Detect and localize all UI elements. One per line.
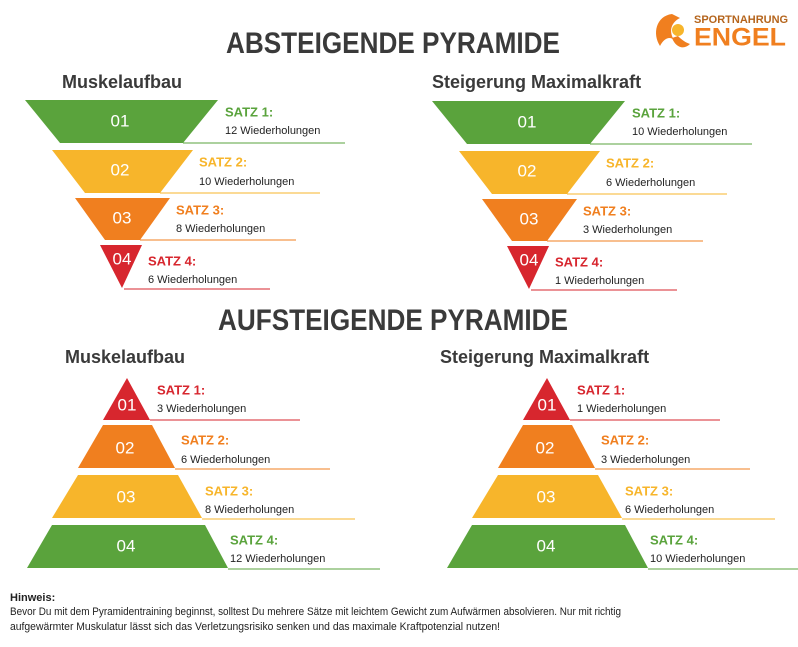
- pyramid-step: [482, 199, 577, 241]
- pyramid-step: [78, 425, 175, 468]
- step-number: 02: [536, 438, 555, 457]
- step-reps: 10 Wiederholungen: [650, 553, 745, 565]
- step-number: 04: [520, 250, 539, 269]
- step-label: SATZ 3:: [176, 202, 224, 217]
- step-number: 03: [113, 208, 132, 227]
- step-label: SATZ 1:: [157, 382, 205, 397]
- step-number: 01: [518, 112, 537, 131]
- pyramid-step: [75, 198, 170, 240]
- step-reps: 8 Wiederholungen: [205, 504, 294, 516]
- step-label: SATZ 2:: [181, 432, 229, 447]
- pyramid-step: [459, 151, 600, 194]
- step-number: 01: [111, 111, 130, 130]
- pyramid-title: Muskelaufbau: [62, 72, 182, 92]
- pyramid-step: [52, 150, 193, 193]
- step-number: 02: [518, 161, 537, 180]
- logo-top: SPORTNAHRUNG: [694, 14, 788, 26]
- step-number: 02: [111, 160, 130, 179]
- pyramid-step: [498, 425, 595, 468]
- step-label: SATZ 3:: [583, 203, 631, 218]
- step-reps: 1 Wiederholungen: [577, 403, 666, 415]
- step-label: SATZ 4:: [650, 532, 698, 547]
- section-title: AUFSTEIGENDE PYRAMIDE: [218, 304, 568, 337]
- step-number: 01: [538, 395, 557, 414]
- step-reps: 12 Wiederholungen: [230, 553, 325, 565]
- logo-name: ENGEL: [694, 24, 786, 52]
- step-label: SATZ 4:: [230, 532, 278, 547]
- step-number: 03: [520, 209, 539, 228]
- pyramid-step: [100, 245, 142, 288]
- step-label: SATZ 1:: [225, 104, 273, 119]
- step-reps: 1 Wiederholungen: [555, 275, 644, 287]
- logo-icon: [656, 14, 690, 48]
- step-reps: 6 Wiederholungen: [181, 454, 270, 466]
- hint-title: Hinweis:: [10, 592, 55, 604]
- step-reps: 3 Wiederholungen: [583, 224, 672, 236]
- step-label: SATZ 2:: [601, 432, 649, 447]
- hint-text: aufgewärmter Muskulatur lässt sich das V…: [10, 621, 500, 633]
- step-reps: 10 Wiederholungen: [632, 126, 727, 138]
- step-reps: 12 Wiederholungen: [225, 125, 320, 137]
- pyramid-title: Steigerung Maximalkraft: [432, 72, 641, 92]
- pyramid-title: Muskelaufbau: [65, 347, 185, 367]
- pyramid-step: [103, 378, 150, 420]
- step-reps: 6 Wiederholungen: [625, 504, 714, 516]
- section-title: ABSTEIGENDE PYRAMIDE: [226, 27, 560, 60]
- step-reps: 6 Wiederholungen: [606, 177, 695, 189]
- hint-text: Bevor Du mit dem Pyramidentraining begin…: [10, 606, 621, 618]
- step-label: SATZ 2:: [606, 155, 654, 170]
- step-label: SATZ 1:: [577, 382, 625, 397]
- step-reps: 10 Wiederholungen: [199, 176, 294, 188]
- step-number: 01: [118, 395, 137, 414]
- step-number: 04: [537, 536, 556, 555]
- step-label: SATZ 4:: [148, 253, 196, 268]
- pyramid-step: [447, 525, 648, 568]
- step-label: SATZ 4:: [555, 254, 603, 269]
- step-label: SATZ 3:: [625, 483, 673, 498]
- step-label: SATZ 2:: [199, 154, 247, 169]
- step-number: 03: [117, 487, 136, 506]
- pyramid-step: [507, 246, 549, 289]
- step-reps: 3 Wiederholungen: [601, 454, 690, 466]
- step-number: 02: [116, 438, 135, 457]
- step-reps: 8 Wiederholungen: [176, 223, 265, 235]
- step-number: 04: [113, 249, 132, 268]
- step-number: 03: [537, 487, 556, 506]
- step-label: SATZ 3:: [205, 483, 253, 498]
- step-label: SATZ 1:: [632, 105, 680, 120]
- pyramid-step: [25, 100, 218, 143]
- pyramid-title: Steigerung Maximalkraft: [440, 347, 649, 367]
- pyramid-step: [523, 378, 570, 420]
- step-reps: 6 Wiederholungen: [148, 274, 237, 286]
- pyramid-step: [52, 475, 202, 518]
- pyramid-step: [27, 525, 228, 568]
- pyramid-step: [432, 101, 625, 144]
- step-reps: 3 Wiederholungen: [157, 403, 246, 415]
- step-number: 04: [117, 536, 136, 555]
- pyramid-step: [472, 475, 622, 518]
